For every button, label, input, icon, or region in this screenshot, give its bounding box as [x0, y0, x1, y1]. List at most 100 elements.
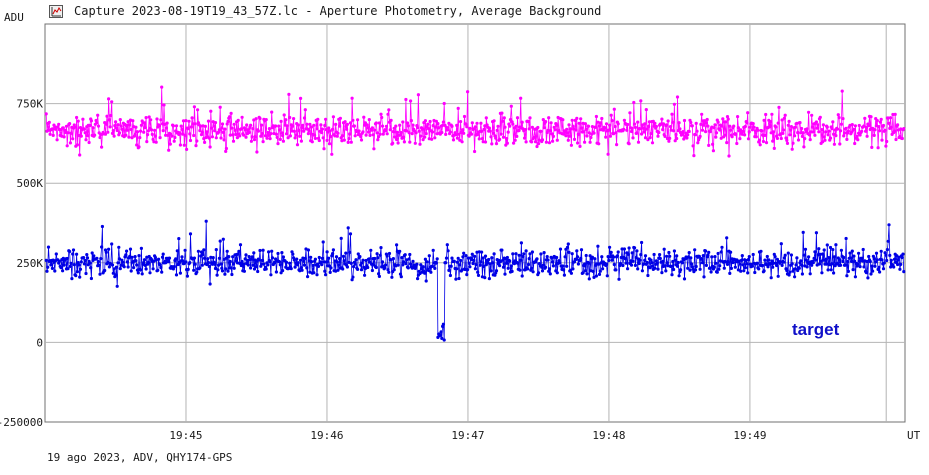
- data-point: [622, 247, 627, 251]
- data-point: [645, 260, 649, 265]
- data-point: [185, 274, 189, 278]
- data-point: [350, 278, 354, 282]
- data-point: [431, 248, 435, 252]
- data-point: [834, 243, 838, 247]
- data-point: [676, 260, 680, 265]
- data-point: [672, 267, 676, 272]
- data-point: [50, 127, 55, 131]
- data-point: [432, 118, 436, 123]
- data-point: [665, 136, 670, 141]
- data-point: [700, 261, 705, 265]
- data-point: [590, 255, 595, 259]
- data-point: [313, 257, 317, 261]
- data-point: [680, 261, 684, 265]
- data-point: [839, 248, 844, 252]
- data-point: [284, 260, 289, 264]
- data-point: [885, 139, 889, 144]
- data-point: [327, 142, 332, 146]
- data-point: [437, 126, 441, 130]
- data-point: [334, 255, 339, 259]
- data-point: [842, 134, 846, 138]
- data-point: [523, 136, 527, 140]
- data-point: [235, 136, 239, 140]
- data-point: [764, 112, 768, 117]
- data-point: [653, 121, 657, 125]
- data-point: [320, 130, 324, 135]
- data-point: [421, 265, 425, 269]
- data-point: [666, 119, 670, 123]
- data-point: [733, 265, 737, 269]
- data-point: [179, 124, 183, 128]
- data-point: [491, 261, 495, 265]
- data-point: [537, 142, 541, 146]
- data-point: [65, 144, 69, 148]
- data-point: [590, 125, 595, 129]
- chart-window-icon[interactable]: [49, 5, 63, 18]
- data-point: [679, 268, 683, 272]
- data-point: [823, 138, 827, 142]
- data-point: [594, 114, 599, 119]
- data-point: [530, 140, 534, 144]
- data-point: [188, 261, 192, 265]
- data-point: [251, 263, 255, 267]
- data-point: [441, 322, 445, 326]
- data-point: [624, 261, 628, 265]
- data-point: [549, 121, 553, 125]
- data-point: [630, 251, 634, 255]
- data-point: [813, 250, 817, 254]
- data-point: [227, 255, 231, 259]
- data-point: [280, 251, 284, 255]
- data-point: [875, 258, 879, 262]
- data-point: [542, 251, 546, 255]
- data-point: [739, 258, 744, 262]
- data-point: [366, 265, 370, 270]
- data-point: [662, 247, 666, 251]
- data-point: [608, 123, 612, 127]
- data-point: [128, 123, 132, 127]
- data-point: [659, 122, 663, 126]
- data-point: [206, 257, 210, 261]
- data-point: [712, 126, 716, 130]
- data-point: [726, 260, 730, 264]
- data-point: [359, 134, 363, 139]
- data-point: [320, 127, 324, 131]
- data-point: [64, 124, 69, 128]
- data-point: [136, 271, 140, 275]
- data-point: [352, 265, 356, 269]
- data-point: [523, 128, 527, 132]
- data-point: [665, 123, 669, 127]
- data-point: [393, 135, 397, 139]
- data-point: [448, 130, 452, 134]
- data-point: [542, 126, 546, 130]
- data-point: [153, 134, 157, 138]
- data-point: [419, 134, 423, 138]
- data-point: [506, 130, 510, 134]
- data-point: [181, 132, 185, 136]
- data-point: [210, 126, 214, 130]
- data-point: [79, 134, 83, 138]
- data-point: [544, 120, 548, 124]
- data-point: [771, 139, 775, 143]
- data-point: [633, 122, 637, 126]
- data-point: [881, 123, 886, 128]
- data-point: [143, 126, 147, 130]
- data-point: [889, 125, 893, 129]
- data-point: [434, 261, 438, 265]
- data-point: [483, 254, 488, 258]
- data-point: [612, 107, 616, 111]
- data-point: [719, 136, 723, 140]
- data-point: [884, 253, 888, 257]
- data-point: [818, 115, 822, 119]
- y-tick-label: 250K: [17, 257, 44, 270]
- data-point: [671, 259, 675, 264]
- data-point: [137, 254, 141, 258]
- data-point: [660, 117, 664, 121]
- data-point: [112, 134, 116, 138]
- data-point: [261, 248, 265, 252]
- data-point: [783, 253, 787, 257]
- data-point: [883, 251, 887, 255]
- data-point: [320, 263, 324, 267]
- data-point: [878, 129, 882, 133]
- data-point: [860, 129, 864, 133]
